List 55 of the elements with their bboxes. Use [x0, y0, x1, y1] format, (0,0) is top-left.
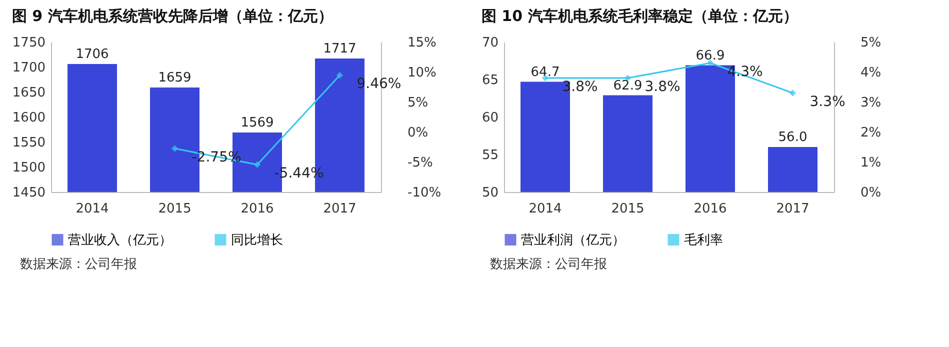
y-tick-label: 50 — [482, 186, 498, 200]
y-tick-label: 1700 — [12, 60, 46, 76]
y-tick-label: 1450 — [12, 186, 46, 200]
y2-tick-label: 5% — [408, 96, 428, 110]
y2-tick-label: 15% — [408, 36, 436, 50]
point — [336, 72, 344, 79]
x-tick-label: 2014 — [528, 202, 562, 216]
data-label: 3.8% — [644, 79, 680, 95]
data-label: 62.9 — [613, 78, 642, 94]
legend-label: 营业利润（亿元） — [521, 232, 625, 248]
y2-tick-label: 10% — [408, 66, 436, 80]
y2-tick-label: -10% — [408, 186, 442, 200]
point — [706, 60, 714, 66]
y-tick-label: 1650 — [12, 86, 46, 100]
source-note: 数据来源：公司年报 — [20, 256, 138, 273]
point — [171, 145, 178, 152]
data-label: 1569 — [240, 116, 274, 130]
x-tick-label: 2017 — [776, 202, 810, 216]
y2-tick-label: 0% — [860, 186, 882, 200]
y-tick-label: 1600 — [12, 110, 46, 126]
y2-tick-label: 4% — [860, 66, 882, 80]
data-label: 64.7 — [530, 64, 560, 80]
y-tick-label: 55 — [482, 148, 498, 163]
source-note: 数据来源：公司年报 — [490, 256, 608, 273]
legend-label: 毛利率 — [684, 232, 723, 248]
x-tick-label: 2016 — [240, 202, 274, 216]
x-tick-label: 2016 — [694, 202, 727, 216]
y-tick-label: 1500 — [12, 160, 46, 176]
data-label: 3.3% — [810, 94, 846, 110]
y2-tick-label: 3% — [860, 96, 882, 110]
legend-label: 同比增长 — [231, 232, 283, 248]
data-label: 1706 — [76, 47, 109, 62]
x-tick-label: 2017 — [323, 202, 356, 216]
x-tick-label: 2014 — [76, 202, 109, 216]
data-label: 1717 — [323, 42, 356, 56]
y2-tick-label: -5% — [408, 156, 433, 170]
data-label: 56.0 — [778, 130, 808, 145]
data-label: 66.9 — [696, 48, 725, 64]
x-tick-label: 2015 — [611, 202, 644, 216]
y-tick-label: 65 — [482, 73, 498, 88]
y-tick-label: 1550 — [12, 136, 46, 150]
y-tick-label: 60 — [482, 110, 498, 126]
y2-tick-label: 1% — [860, 156, 882, 170]
x-tick-label: 2015 — [158, 202, 192, 216]
legend-label: 营业收入（亿元） — [68, 232, 172, 248]
data-label: 1659 — [158, 70, 192, 86]
y2-tick-label: 2% — [860, 126, 882, 140]
y2-tick-label: 0% — [408, 126, 428, 140]
y-tick-label: 70 — [482, 36, 498, 50]
chart-title: 图 9 汽车机电系统营收先降后增（单位：亿元） — [12, 7, 333, 25]
point — [789, 90, 796, 96]
point — [254, 161, 261, 168]
y2-tick-label: 5% — [860, 36, 882, 50]
y-tick-label: 1750 — [12, 36, 46, 50]
chart-title: 图 10 汽车机电系统毛利率稳定（单位：亿元） — [481, 7, 798, 25]
